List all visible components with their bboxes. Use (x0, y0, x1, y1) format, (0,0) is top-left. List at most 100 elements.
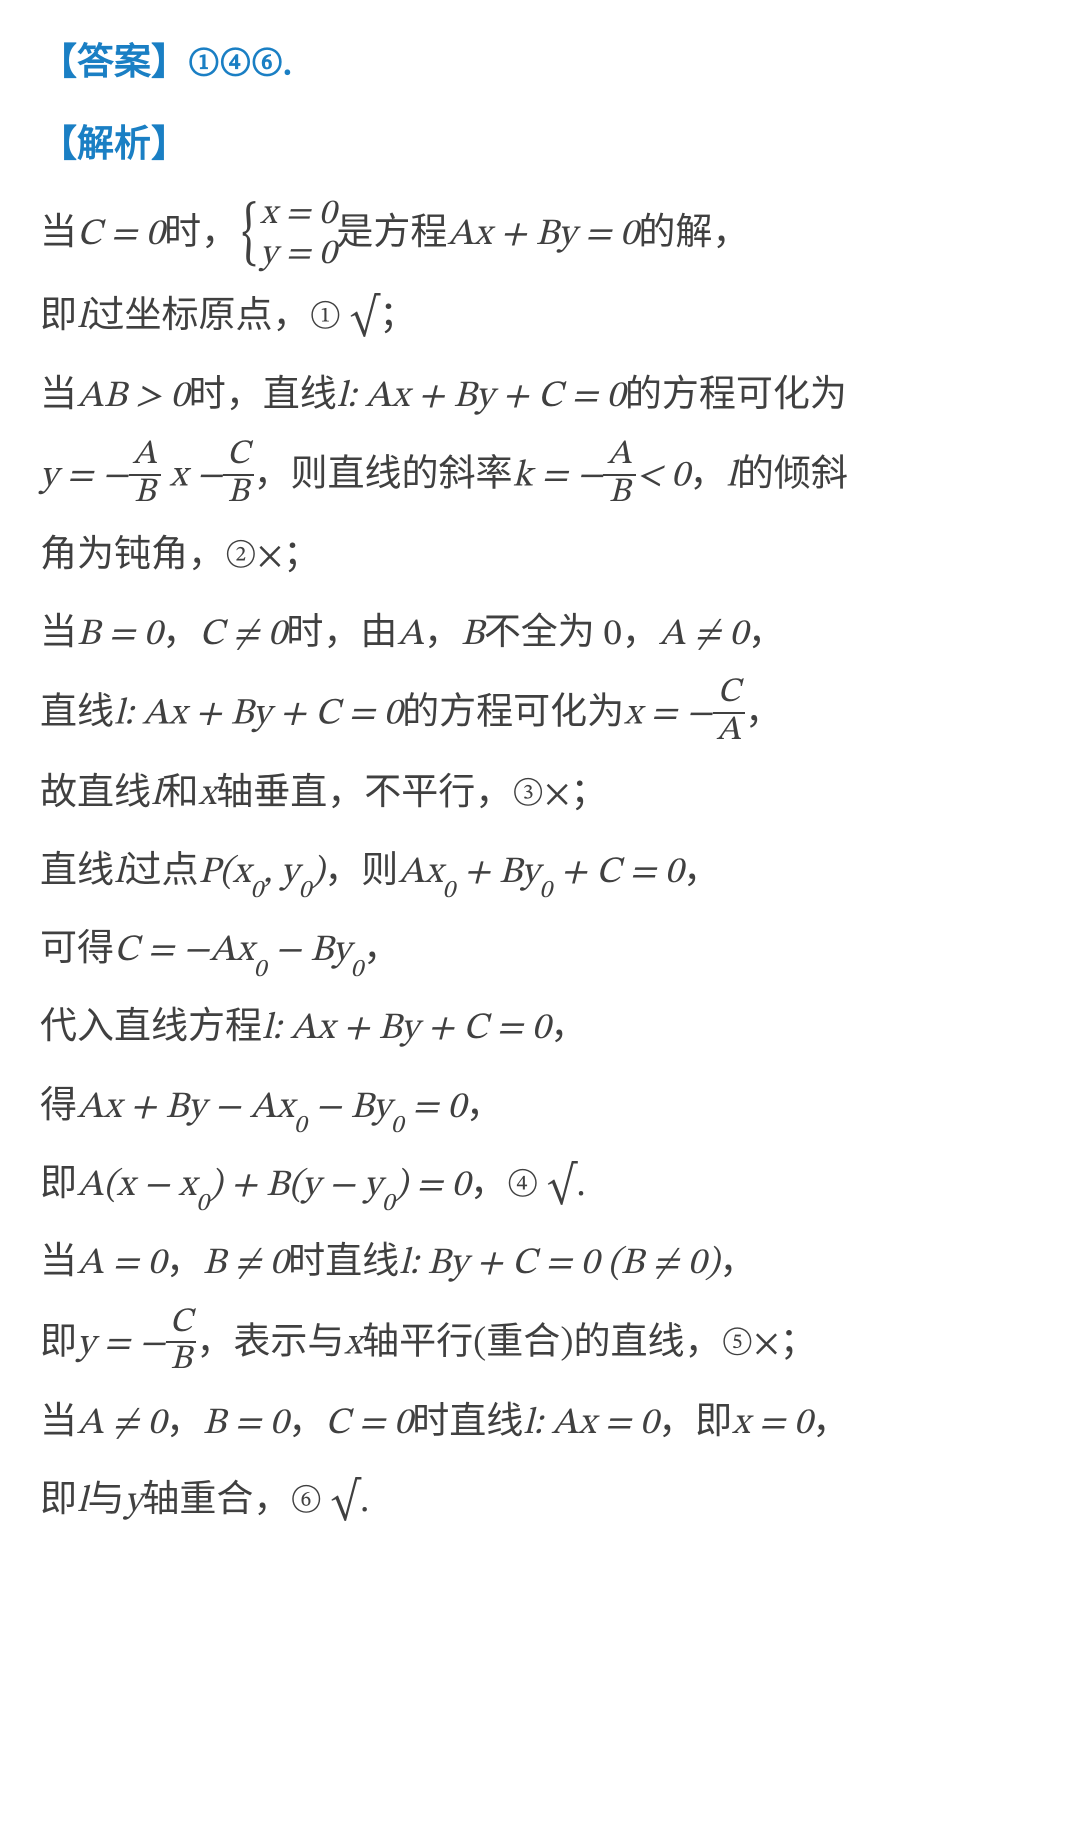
text: ， (363, 932, 400, 969)
line-17: 即l与y轴重合，⑥ √. (40, 1467, 1040, 1537)
text: 当 (40, 1405, 77, 1442)
sub: 0 (443, 878, 455, 903)
math: l: By + C = 0 (B ≠ 0) (399, 1245, 719, 1282)
text: 即 (40, 1483, 77, 1520)
denominator: A (713, 714, 745, 750)
sub: 0 (294, 1113, 306, 1138)
math: k = − (513, 458, 604, 495)
line-12: 得Ax + By − Ax0 − By0 = 0， (40, 1073, 1040, 1143)
line-9: 直线l过点P(x0, y0)，则Ax0 + By0 + C = 0， (40, 838, 1040, 908)
t: + C = 0 (552, 854, 683, 891)
math: Ax + By = 0 (447, 216, 638, 253)
text: ， (748, 616, 785, 653)
math: A(x − x0) + B(y − y0) = 0 (77, 1167, 470, 1204)
text: 时，由 (286, 616, 397, 653)
text: 时直线 (412, 1405, 523, 1442)
denominator: B (166, 1343, 197, 1379)
math: l (114, 854, 124, 891)
text: ，即 (658, 1405, 732, 1442)
line-15: 即y = −CB，表示与x轴平行(重合)的直线，⑤×； (40, 1308, 1040, 1381)
text: 直线 (40, 854, 114, 891)
text: 的方程可化为 (625, 378, 847, 415)
line-2: 即l过坐标原点，① √； (40, 283, 1040, 353)
answer-line: 【答案】①④⑥. (40, 30, 1040, 100)
math: x = 0 (732, 1405, 812, 1442)
sub: 0 (391, 1113, 403, 1138)
line-5: 角为钝角，②×； (40, 522, 1040, 592)
line-4: y = −AB x −CB，则直线的斜率k = −AB< 0，l的倾斜 (40, 440, 1040, 513)
t: + By (455, 854, 539, 891)
math: Ax0 + By0 + C = 0 (398, 854, 683, 891)
text: ， (812, 1405, 849, 1442)
text: 时，直线 (189, 378, 337, 415)
sub: 0 (382, 1191, 394, 1216)
text: 可得 (40, 932, 114, 969)
text: 轴平行(重合)的直线，⑤×； (362, 1325, 817, 1362)
line-13: 即A(x − x0) + B(y − y0) = 0，④ √. (40, 1151, 1040, 1221)
text: ， (424, 616, 461, 653)
analysis-label: 【解析】 (40, 112, 1040, 182)
text: 当 (40, 1245, 77, 1282)
line-6: 当B = 0，C ≠ 0时，由A，B不全为 0，A ≠ 0， (40, 600, 1040, 670)
text: ， (288, 1405, 325, 1442)
text: 当 (40, 216, 77, 253)
text: ， (162, 616, 199, 653)
math: B = 0 (77, 616, 162, 653)
t: − By (306, 1089, 390, 1126)
t: Ax (398, 854, 442, 891)
text: ， (550, 1010, 587, 1047)
text: ，则直线的斜率 (254, 458, 513, 495)
t: − By (266, 932, 350, 969)
numerator: A (603, 438, 635, 476)
math: l (77, 299, 87, 336)
line-10: 可得C = −Ax0 − By0， (40, 916, 1040, 986)
sub: 0 (539, 878, 551, 903)
math: l: Ax + By + C = 0 (114, 696, 402, 733)
math: B ≠ 0 (203, 1245, 288, 1282)
fraction: AB (129, 438, 161, 511)
math: P(x0, y0) (198, 854, 324, 891)
t: ) + B(y − y (209, 1167, 382, 1204)
t: = 0 (403, 1089, 465, 1126)
denominator: B (129, 476, 161, 512)
math: l: Ax + By + C = 0 (262, 1010, 550, 1047)
line-3: 当AB > 0时，直线l: Ax + By + C = 0的方程可化为 (40, 362, 1040, 432)
text: 过点 (124, 854, 198, 891)
math: C = 0 (325, 1405, 412, 1442)
math: x (198, 776, 216, 813)
text: 时直线 (288, 1245, 399, 1282)
text: ，表示与 (196, 1325, 344, 1362)
text: ， (745, 696, 782, 733)
math: A = 0 (77, 1245, 166, 1282)
text: 即 (40, 299, 77, 336)
text: 直线 (40, 696, 114, 733)
text: 即 (40, 1325, 77, 1362)
math: l (77, 1483, 87, 1520)
math: y = − (40, 458, 129, 495)
text: 当 (40, 378, 77, 415)
text: ， (166, 1405, 203, 1442)
brace-row: y = 0 (260, 235, 336, 275)
t: ) = 0 (394, 1167, 470, 1204)
sub: 0 (299, 878, 311, 903)
text: 与 (87, 1483, 124, 1520)
numerator: C (713, 676, 745, 714)
text: ， (689, 458, 726, 495)
text: 的解， (638, 216, 749, 253)
denominator: B (223, 476, 254, 512)
text: ， (166, 1245, 203, 1282)
t: C = −Ax (114, 932, 254, 969)
math: l (151, 776, 161, 813)
numerator: C (166, 1306, 197, 1344)
t: A(x − x (77, 1167, 196, 1204)
sub: 0 (196, 1191, 208, 1216)
math: A ≠ 0 (77, 1405, 166, 1442)
math: y (124, 1483, 142, 1520)
text: 角为钝角，②×； (40, 538, 320, 575)
math: B = 0 (203, 1405, 288, 1442)
text: 轴垂直，不平行，③×； (216, 776, 607, 813)
brace-system: x = 0y = 0 (238, 195, 336, 276)
text: 即 (40, 1167, 77, 1204)
t: Ax + By − Ax (77, 1089, 294, 1126)
math: l: Ax + By + C = 0 (337, 378, 625, 415)
